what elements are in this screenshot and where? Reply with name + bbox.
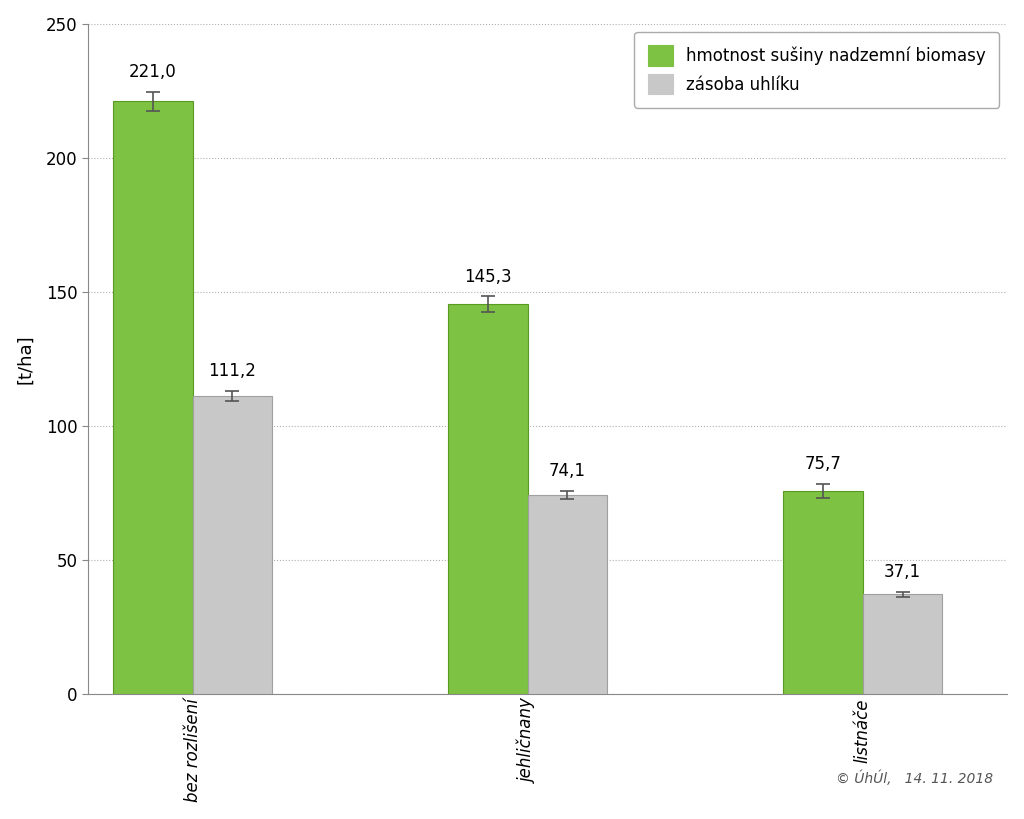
Bar: [863, 595, 942, 694]
Bar: [193, 396, 272, 694]
Text: 221,0: 221,0: [129, 63, 176, 81]
Bar: [449, 305, 527, 694]
Bar: [113, 102, 193, 694]
Text: 75,7: 75,7: [805, 455, 842, 473]
Bar: [527, 495, 607, 694]
Y-axis label: [t/ha]: [t/ha]: [16, 334, 35, 383]
Legend: hmotnost sušiny nadzemní biomasy, zásoba uhlíku: hmotnost sušiny nadzemní biomasy, zásoba…: [634, 32, 999, 107]
Text: 37,1: 37,1: [884, 563, 922, 581]
Text: 145,3: 145,3: [464, 268, 512, 286]
Text: 74,1: 74,1: [549, 463, 586, 481]
Text: © ÚhÚl,   14. 11. 2018: © ÚhÚl, 14. 11. 2018: [837, 771, 993, 786]
Text: 111,2: 111,2: [209, 362, 256, 380]
Bar: [783, 491, 863, 694]
